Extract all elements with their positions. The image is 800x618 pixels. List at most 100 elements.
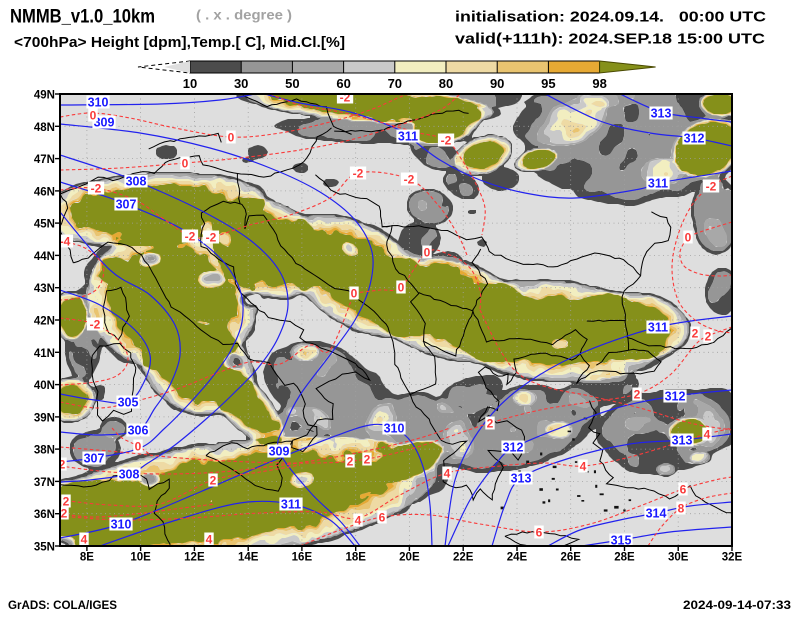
- svg-text:44N: 44N: [34, 251, 55, 263]
- svg-text:NMMB_v1.0_10km: NMMB_v1.0_10km: [10, 7, 155, 28]
- svg-text:16E: 16E: [292, 552, 313, 564]
- svg-text:70: 70: [388, 76, 402, 91]
- svg-text:42N: 42N: [34, 316, 55, 328]
- svg-text:0: 0: [398, 280, 405, 294]
- svg-text:0: 0: [182, 156, 189, 170]
- svg-text:26E: 26E: [560, 552, 581, 564]
- svg-text:310: 310: [384, 421, 405, 435]
- svg-text:0: 0: [424, 245, 431, 259]
- svg-text:4: 4: [206, 532, 213, 546]
- svg-text:40N: 40N: [34, 380, 55, 392]
- svg-text:306: 306: [128, 423, 149, 437]
- svg-text:35N: 35N: [34, 542, 55, 554]
- svg-text:305: 305: [118, 395, 139, 409]
- svg-text:4: 4: [81, 532, 88, 546]
- svg-text:47N: 47N: [34, 154, 55, 166]
- svg-text:8: 8: [678, 501, 685, 515]
- svg-text:-2: -2: [340, 90, 351, 104]
- svg-text:-2: -2: [706, 179, 717, 193]
- svg-text:12E: 12E: [184, 552, 205, 564]
- svg-text:313: 313: [651, 106, 672, 120]
- svg-text:18E: 18E: [345, 552, 366, 564]
- svg-text:43N: 43N: [34, 283, 55, 295]
- svg-text:36N: 36N: [34, 509, 55, 521]
- svg-text:46N: 46N: [34, 186, 55, 198]
- svg-text:315: 315: [611, 533, 632, 547]
- svg-text:0: 0: [135, 439, 142, 453]
- svg-text:4: 4: [580, 459, 587, 473]
- svg-text:2: 2: [692, 326, 699, 340]
- svg-text:60: 60: [336, 76, 350, 91]
- svg-text:2: 2: [59, 457, 66, 471]
- svg-text:313: 313: [672, 433, 693, 447]
- svg-text:308: 308: [126, 174, 147, 188]
- svg-text:314: 314: [646, 506, 667, 520]
- svg-text:49N: 49N: [34, 90, 55, 102]
- svg-text:-4: -4: [60, 234, 71, 248]
- svg-text:310: 310: [111, 517, 132, 531]
- svg-text:24E: 24E: [507, 552, 528, 564]
- svg-text:98: 98: [592, 76, 606, 91]
- svg-text:313: 313: [511, 471, 532, 485]
- svg-text:38N: 38N: [34, 445, 55, 457]
- svg-text:45N: 45N: [34, 219, 55, 231]
- svg-text:<700hPa> Height [dpm],Temp.[ C: <700hPa> Height [dpm],Temp.[ C], Mid.Cl.…: [14, 34, 345, 51]
- svg-text:307: 307: [84, 451, 105, 465]
- svg-text:309: 309: [269, 444, 290, 458]
- svg-text:37N: 37N: [34, 477, 55, 489]
- svg-text:6: 6: [379, 510, 386, 524]
- svg-text:28E: 28E: [614, 552, 635, 564]
- svg-text:48N: 48N: [34, 122, 55, 134]
- svg-text:311: 311: [398, 129, 418, 143]
- svg-text:312: 312: [503, 440, 524, 454]
- svg-text:30E: 30E: [668, 552, 689, 564]
- svg-text:32E: 32E: [722, 552, 743, 564]
- svg-text:311: 311: [648, 320, 668, 334]
- svg-text:2: 2: [487, 416, 494, 430]
- svg-text:2: 2: [705, 329, 712, 343]
- svg-text:0: 0: [90, 108, 97, 122]
- svg-text:GrADS: COLA/IGES: GrADS: COLA/IGES: [8, 600, 117, 612]
- svg-text:22E: 22E: [453, 552, 474, 564]
- svg-text:6: 6: [680, 482, 687, 496]
- svg-text:4: 4: [704, 427, 711, 441]
- svg-text:310: 310: [88, 95, 109, 109]
- svg-text:20E: 20E: [399, 552, 420, 564]
- svg-text:-2: -2: [90, 317, 101, 331]
- svg-text:initialisation: 2024.09.14.: initialisation: 2024.09.14. 00:00 UTC: [455, 9, 766, 26]
- svg-text:0: 0: [685, 230, 692, 244]
- svg-text:311: 311: [648, 176, 668, 190]
- svg-text:8E: 8E: [80, 552, 94, 564]
- svg-text:14E: 14E: [238, 552, 259, 564]
- svg-text:2024-09-14-07:33: 2024-09-14-07:33: [683, 600, 791, 612]
- svg-text:2: 2: [210, 473, 217, 487]
- svg-text:2: 2: [61, 506, 68, 520]
- svg-text:307: 307: [116, 197, 137, 211]
- svg-text:valid(+111h): 2024.SEP.18 15:0: valid(+111h): 2024.SEP.18 15:00 UTC: [455, 31, 765, 48]
- svg-text:2: 2: [634, 387, 641, 401]
- svg-text:312: 312: [684, 131, 705, 145]
- svg-text:-2: -2: [353, 166, 364, 180]
- svg-text:311: 311: [281, 497, 301, 511]
- svg-text:6: 6: [536, 525, 543, 539]
- svg-text:0: 0: [351, 286, 358, 300]
- svg-text:309: 309: [94, 115, 115, 129]
- svg-text:30: 30: [234, 76, 248, 91]
- svg-text:0: 0: [228, 130, 235, 144]
- svg-text:2: 2: [364, 452, 371, 466]
- svg-text:( . x . degree ): ( . x . degree ): [196, 8, 292, 23]
- svg-text:10E: 10E: [130, 552, 151, 564]
- svg-text:4: 4: [355, 513, 362, 527]
- svg-text:10: 10: [183, 76, 197, 91]
- svg-text:95: 95: [541, 76, 555, 91]
- svg-text:-2: -2: [404, 172, 415, 186]
- svg-text:80: 80: [439, 76, 453, 91]
- svg-text:2: 2: [347, 454, 354, 468]
- svg-text:-2: -2: [441, 133, 452, 147]
- svg-text:-2: -2: [206, 230, 217, 244]
- svg-text:-2: -2: [185, 229, 196, 243]
- svg-text:4: 4: [444, 466, 451, 480]
- svg-text:312: 312: [665, 389, 686, 403]
- svg-text:39N: 39N: [34, 412, 55, 424]
- svg-text:308: 308: [119, 467, 140, 481]
